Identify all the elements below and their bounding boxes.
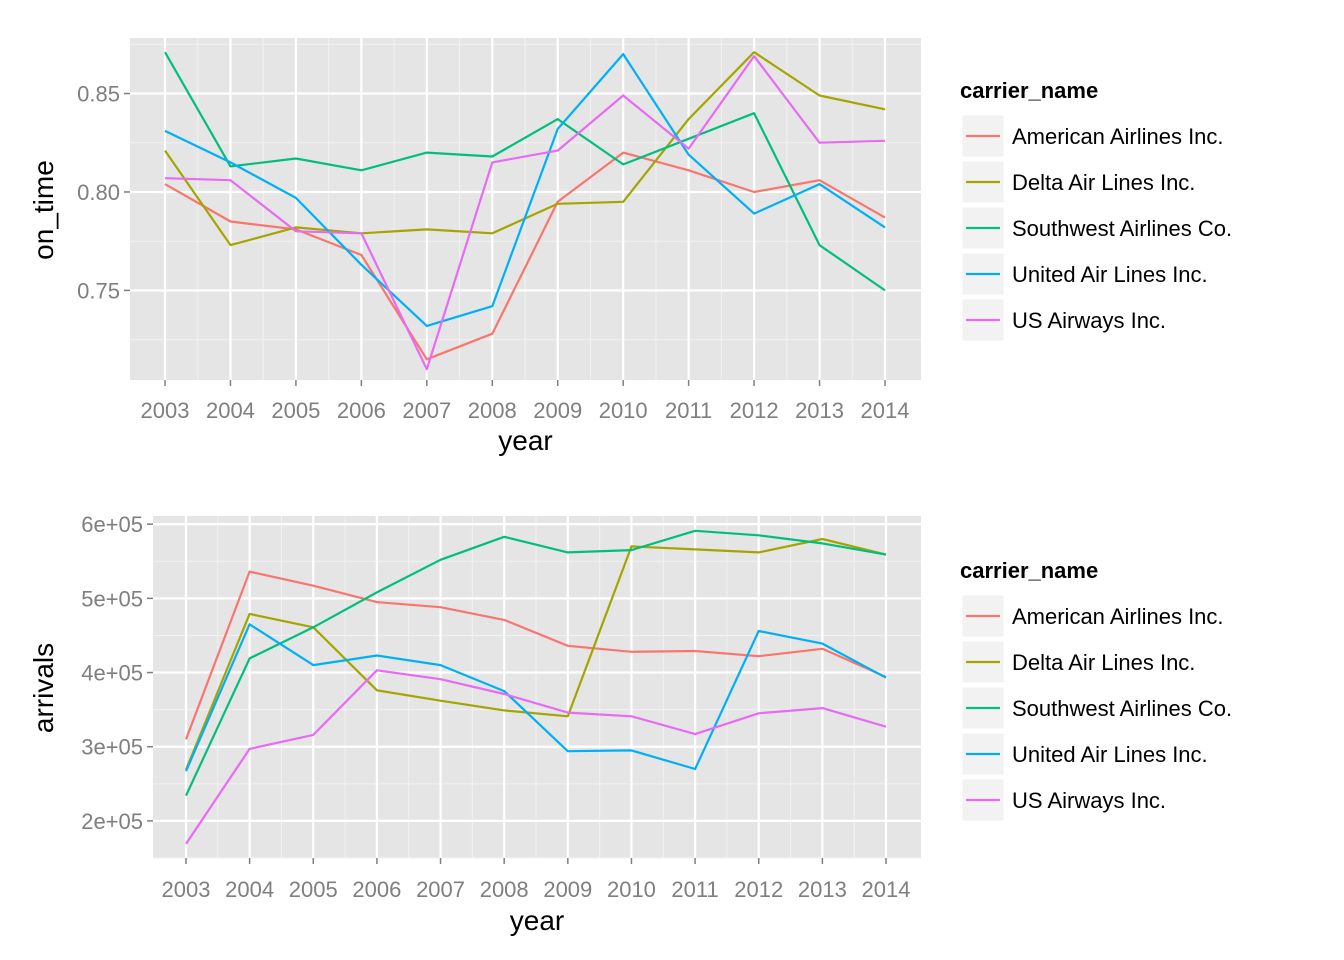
legend-title: carrier_name (960, 558, 1098, 583)
y-tick-label: 6e+05 (81, 512, 143, 537)
x-tick-label: 2005 (289, 877, 338, 902)
arrivals-legend: carrier_name American Airlines Inc. Delta … (960, 558, 1232, 822)
legend-label: Delta Air Lines Inc. (1012, 170, 1195, 195)
legend-item: Southwest Airlines Co. (961, 206, 1232, 250)
arrivals-chart: 2e+05 3e+05 4e+05 5e+05 6e+05 2003 2004 2005 200… (28, 512, 921, 936)
x-tick-label: 2009 (533, 398, 582, 423)
on-time-chart: 0.75 0.80 0.85 2003 2004 2005 2006 2007 2008 2009… (28, 38, 921, 456)
legend-label: US Airways Inc. (1012, 308, 1166, 333)
legend-item: Southwest Airlines Co. (961, 686, 1232, 730)
y-axis-title: on_time (28, 160, 59, 260)
x-tick-label: 2010 (607, 877, 656, 902)
legend-label: American Airlines Inc. (1012, 604, 1224, 629)
y-tick-label: 5e+05 (81, 586, 143, 611)
series-lines (164, 51, 886, 371)
legend-title: carrier_name (960, 78, 1098, 103)
x-tick-label: 2006 (337, 398, 386, 423)
x-tick-label: 2008 (480, 877, 529, 902)
legend-label: Delta Air Lines Inc. (1012, 650, 1195, 675)
legend-label: American Airlines Inc. (1012, 124, 1224, 149)
series-line-delta-air-lines-inc (184, 537, 887, 771)
gridlines (130, 38, 921, 380)
legend-item: Delta Air Lines Inc. (961, 160, 1195, 204)
legend-label: United Air Lines Inc. (1012, 742, 1208, 767)
x-axis-title: year (510, 905, 564, 936)
x-tick-label: 2010 (599, 398, 648, 423)
legend-item: US Airways Inc. (961, 298, 1166, 342)
y-tick-label: 0.85 (77, 82, 120, 107)
legend-item: US Airways Inc. (961, 778, 1166, 822)
x-axis-title: year (498, 425, 552, 456)
x-tick-label: 2008 (468, 398, 517, 423)
on-time-legend: carrier_name American Airlines Inc. Delta … (960, 78, 1232, 342)
series-line-american-airlines-inc (184, 570, 887, 740)
legend-label: United Air Lines Inc. (1012, 262, 1208, 287)
legend-item: American Airlines Inc. (961, 114, 1224, 158)
x-tick-label: 2006 (352, 877, 401, 902)
x-tick-label: 2005 (271, 398, 320, 423)
series-line-american-airlines-inc (164, 151, 886, 361)
legend-label: Southwest Airlines Co. (1012, 696, 1232, 721)
x-tick-label: 2014 (861, 398, 910, 423)
series-lines (184, 529, 887, 845)
series-line-us-airways-inc (164, 54, 886, 371)
series-line-southwest-airlines-co (185, 529, 887, 797)
legend-item: American Airlines Inc. (961, 594, 1224, 638)
axis-ticks: 0.75 0.80 0.85 2003 2004 2005 2006 2007 2008 2009… (77, 82, 909, 423)
y-axis-title: arrivals (28, 643, 59, 733)
y-tick-label: 3e+05 (81, 735, 143, 760)
series-line-united-air-lines-inc (184, 623, 887, 772)
x-tick-label: 2014 (862, 877, 911, 902)
x-tick-label: 2004 (225, 877, 274, 902)
series-line-southwest-airlines-co (164, 51, 886, 292)
legend-label: Southwest Airlines Co. (1012, 216, 1232, 241)
series-line-us-airways-inc (185, 669, 887, 845)
x-tick-label: 2012 (734, 877, 783, 902)
x-tick-label: 2007 (402, 398, 451, 423)
x-tick-label: 2007 (416, 877, 465, 902)
y-tick-label: 0.80 (77, 180, 120, 205)
x-tick-label: 2011 (671, 877, 718, 902)
x-tick-label: 2013 (795, 398, 844, 423)
y-tick-label: 2e+05 (81, 809, 143, 834)
legend-label: US Airways Inc. (1012, 788, 1166, 813)
series-line-united-air-lines-inc (164, 52, 886, 327)
x-tick-label: 2012 (730, 398, 779, 423)
x-tick-label: 2011 (665, 398, 712, 423)
legend-item: United Air Lines Inc. (961, 252, 1208, 296)
panel-background (153, 516, 921, 858)
legend-item: Delta Air Lines Inc. (961, 640, 1195, 684)
x-tick-label: 2009 (543, 877, 592, 902)
x-tick-label: 2013 (798, 877, 847, 902)
x-tick-label: 2003 (162, 877, 211, 902)
x-tick-label: 2004 (206, 398, 255, 423)
x-tick-label: 2003 (141, 398, 190, 423)
axis-ticks: 2e+05 3e+05 4e+05 5e+05 6e+05 2003 2004 2005 200… (81, 512, 910, 902)
y-tick-label: 0.75 (77, 278, 120, 303)
legend-item: United Air Lines Inc. (961, 732, 1208, 776)
y-tick-label: 4e+05 (81, 661, 143, 686)
